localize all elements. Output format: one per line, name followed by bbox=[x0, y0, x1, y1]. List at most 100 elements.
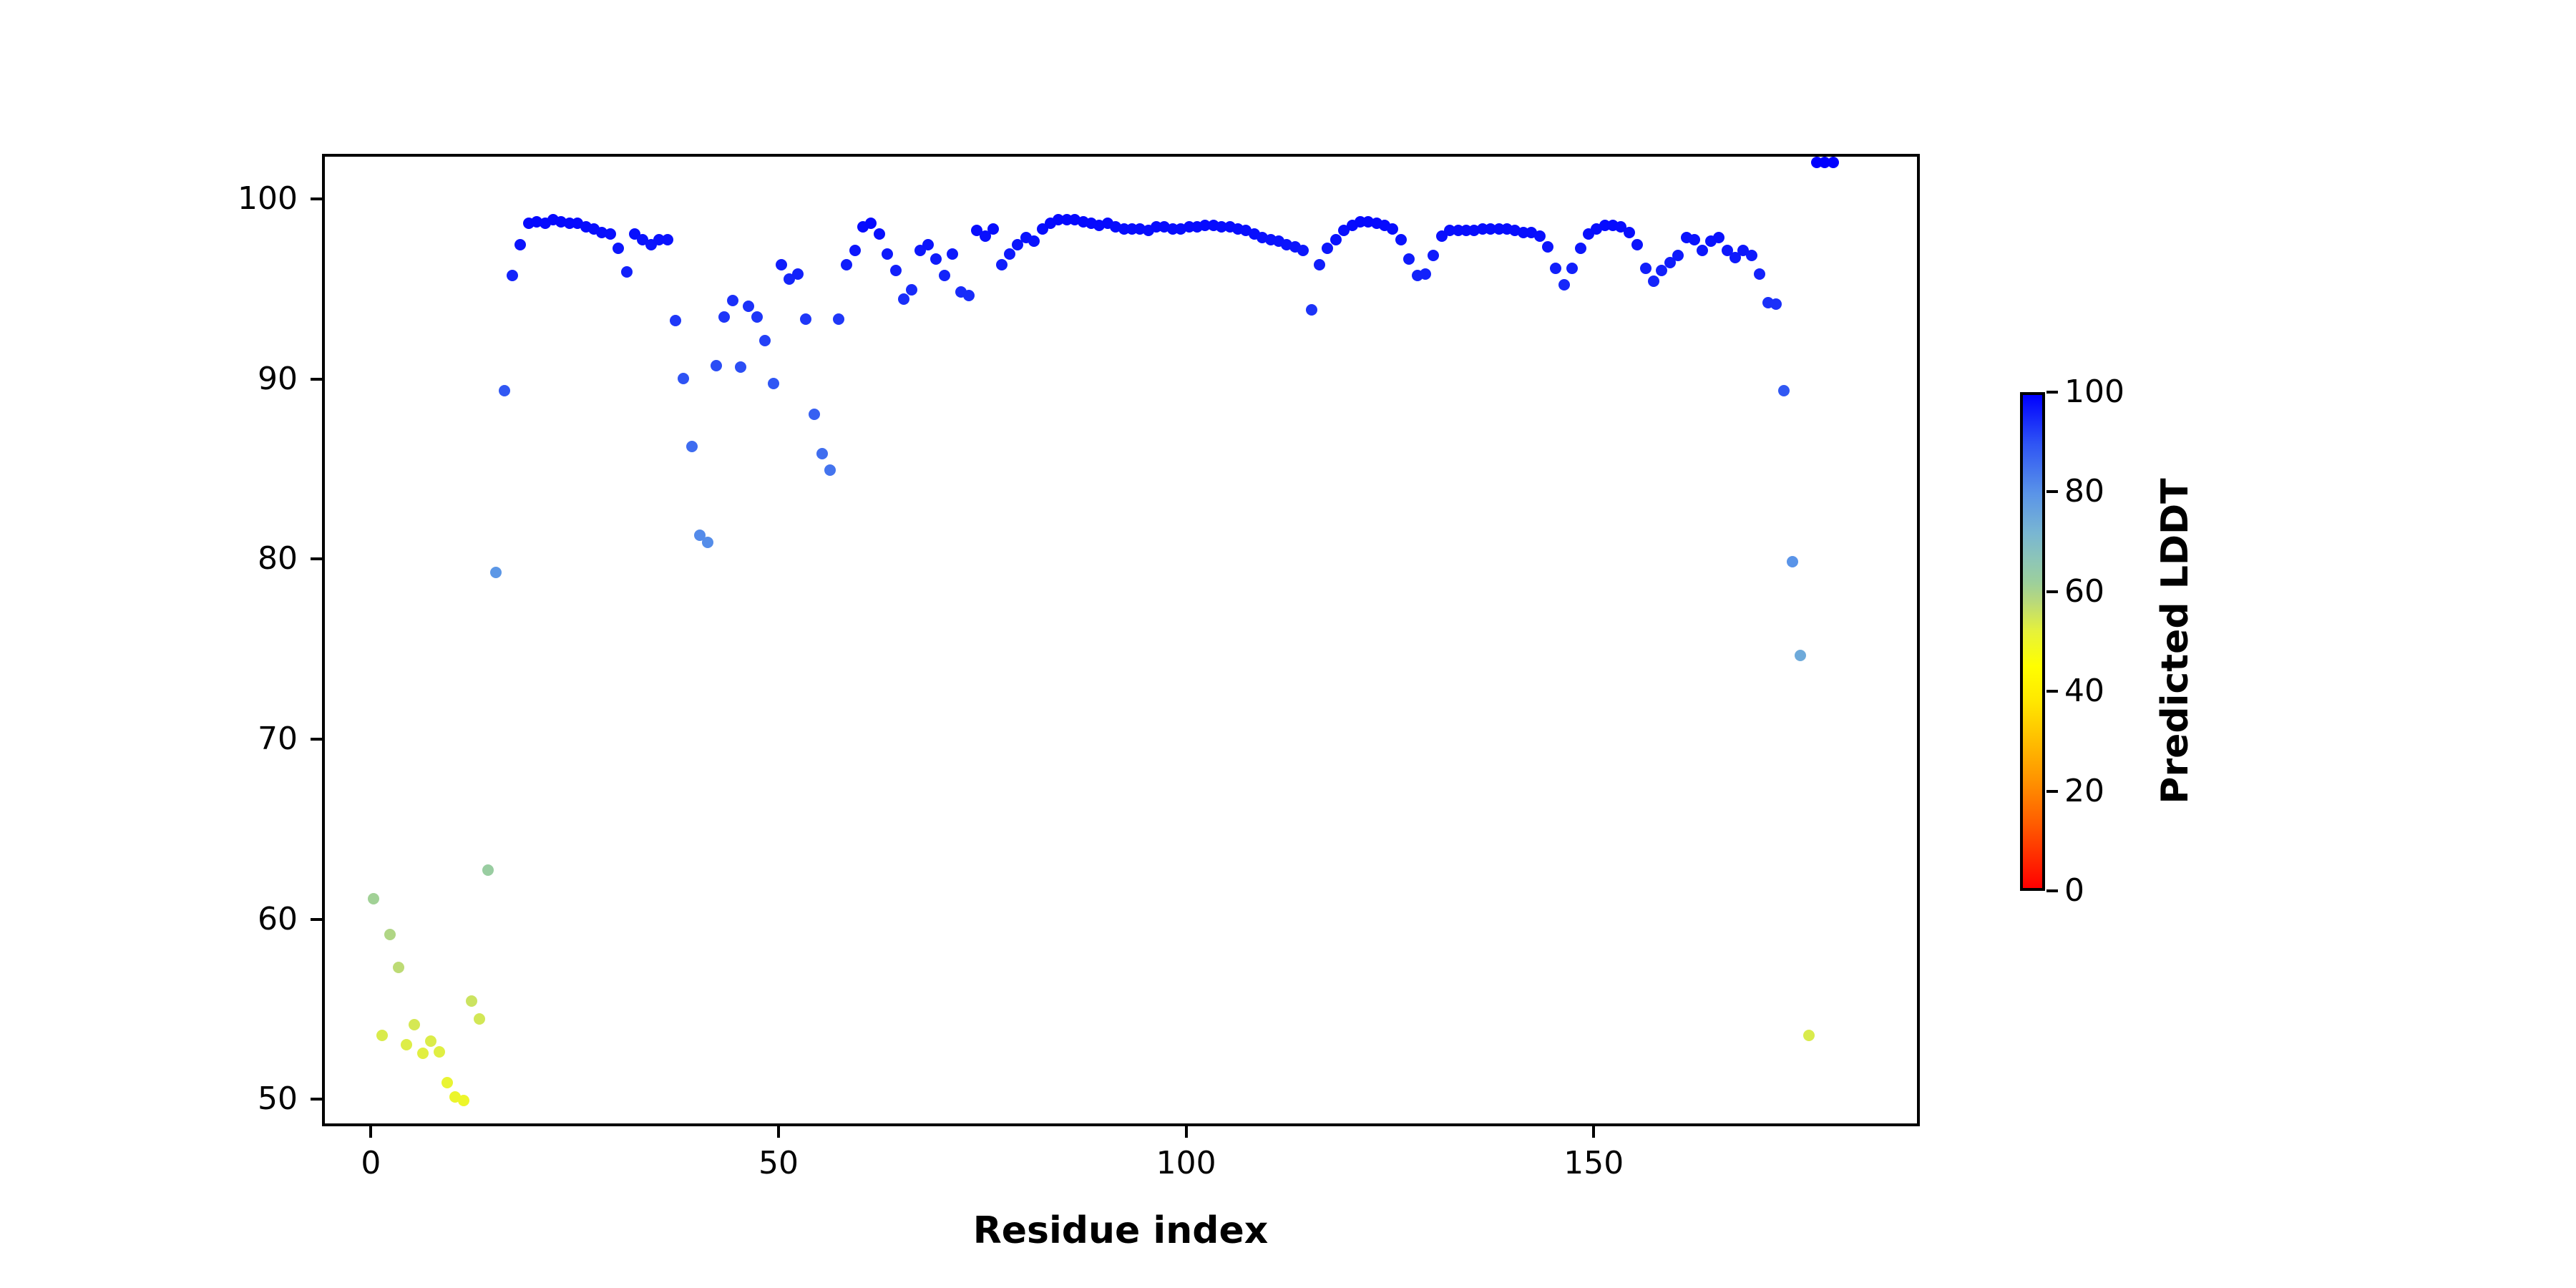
scatter-point bbox=[1664, 257, 1676, 269]
scatter-point bbox=[1827, 157, 1839, 168]
colorbar-tick-label: 100 bbox=[2064, 374, 2124, 410]
scatter-point bbox=[930, 253, 942, 265]
scatter-point bbox=[816, 448, 828, 460]
scatter-point bbox=[1330, 233, 1342, 245]
x-tick-mark bbox=[369, 1126, 373, 1138]
scatter-point bbox=[849, 244, 861, 256]
scatter-point bbox=[1428, 250, 1440, 262]
scatter-point bbox=[865, 218, 877, 230]
scatter-point bbox=[1305, 303, 1317, 316]
y-tick-mark bbox=[311, 737, 322, 741]
scatter-point bbox=[808, 408, 820, 420]
y-tick-mark bbox=[311, 1098, 322, 1101]
scatter-point bbox=[1770, 298, 1782, 311]
scatter-point bbox=[791, 268, 804, 280]
scatter-point bbox=[1420, 268, 1432, 280]
scatter-point bbox=[1623, 226, 1635, 238]
scatter-point bbox=[1656, 264, 1668, 276]
scatter-point bbox=[392, 961, 404, 973]
scatter-point bbox=[963, 289, 975, 301]
x-tick-label: 100 bbox=[1156, 1145, 1216, 1181]
scatter-point bbox=[482, 864, 494, 876]
scatter-point bbox=[1004, 248, 1015, 260]
scatter-point bbox=[1541, 240, 1553, 253]
scatter-point bbox=[832, 313, 844, 325]
scatter-point bbox=[824, 464, 836, 476]
y-tick-label: 60 bbox=[258, 900, 298, 937]
scatter-point bbox=[1395, 233, 1407, 245]
scatter-point bbox=[507, 270, 519, 282]
scatter-point bbox=[1313, 259, 1325, 270]
scatter-point bbox=[1631, 239, 1644, 251]
scatter-point bbox=[1778, 385, 1790, 397]
scatter-point bbox=[441, 1076, 453, 1088]
scatter-point bbox=[1558, 278, 1570, 291]
colorbar-tick-mark bbox=[2046, 590, 2058, 593]
scatter-point bbox=[384, 929, 396, 941]
scatter-point bbox=[620, 266, 633, 278]
colorbar-tick-label: 0 bbox=[2064, 872, 2084, 909]
scatter-point bbox=[1648, 275, 1660, 287]
scatter-point bbox=[490, 567, 502, 579]
scatter-point bbox=[1028, 235, 1040, 248]
scatter-point bbox=[474, 1013, 486, 1025]
scatter-point bbox=[1566, 263, 1579, 275]
scatter-point bbox=[498, 385, 510, 397]
scatter-point bbox=[678, 372, 690, 384]
scatter-point bbox=[1387, 223, 1399, 235]
scatter-point bbox=[800, 313, 812, 325]
colorbar-label: Predicted LDDT bbox=[2154, 478, 2197, 804]
scatter-point bbox=[710, 359, 722, 371]
scatter-point bbox=[1672, 250, 1684, 262]
colorbar-tick-label: 80 bbox=[2064, 473, 2104, 510]
scatter-point bbox=[669, 315, 681, 327]
scatter-point bbox=[776, 259, 787, 270]
scatter-point bbox=[1403, 253, 1415, 265]
scatter-point bbox=[995, 259, 1008, 270]
scatter-point bbox=[376, 1030, 388, 1042]
y-tick-label: 50 bbox=[258, 1080, 298, 1118]
y-tick-mark bbox=[311, 197, 322, 200]
scatter-point bbox=[873, 228, 885, 240]
scatter-point bbox=[1689, 233, 1700, 245]
scatter-point bbox=[922, 239, 935, 251]
scatter-point bbox=[1550, 263, 1562, 275]
colorbar-tick-label: 40 bbox=[2064, 673, 2104, 710]
scatter-point bbox=[1012, 239, 1024, 251]
scatter-point bbox=[1639, 263, 1652, 275]
scatter-point bbox=[735, 361, 747, 374]
scatter-point bbox=[514, 239, 527, 251]
x-tick-label: 50 bbox=[758, 1145, 799, 1181]
scatter-point bbox=[938, 270, 950, 282]
x-tick-mark bbox=[1592, 1126, 1596, 1138]
scatter-point bbox=[1574, 243, 1586, 255]
scatter-point bbox=[947, 248, 959, 260]
scatter-point bbox=[979, 230, 991, 242]
scatter-point bbox=[1745, 250, 1757, 262]
colorbar-tick-mark bbox=[2046, 490, 2058, 494]
scatter-point bbox=[1297, 244, 1309, 256]
colorbar: 100 80 60 40 20 0 bbox=[2020, 376, 2124, 907]
scatter-point bbox=[882, 248, 894, 260]
x-tick-mark bbox=[1184, 1126, 1188, 1138]
scatter-point bbox=[702, 536, 714, 548]
plot-area bbox=[322, 154, 1920, 1126]
scatter-point bbox=[433, 1045, 445, 1058]
scatter-point bbox=[416, 1048, 429, 1060]
colorbar-tick-mark bbox=[2046, 690, 2058, 693]
scatter-point bbox=[1533, 230, 1546, 242]
scatter-point bbox=[1729, 251, 1741, 263]
colorbar-tick-mark bbox=[2046, 789, 2058, 793]
x-tick-label: 0 bbox=[361, 1145, 381, 1181]
x-axis-label: Residue index bbox=[972, 1209, 1269, 1252]
scatter-point bbox=[841, 259, 853, 270]
y-tick-label: 90 bbox=[258, 360, 298, 397]
scatter-point bbox=[1322, 243, 1334, 255]
scatter-point bbox=[743, 300, 755, 312]
scatter-point bbox=[661, 233, 673, 245]
y-tick-mark bbox=[311, 557, 322, 561]
y-tick-label: 70 bbox=[258, 720, 298, 757]
scatter-point bbox=[718, 311, 731, 323]
scatter-point bbox=[1713, 232, 1725, 244]
